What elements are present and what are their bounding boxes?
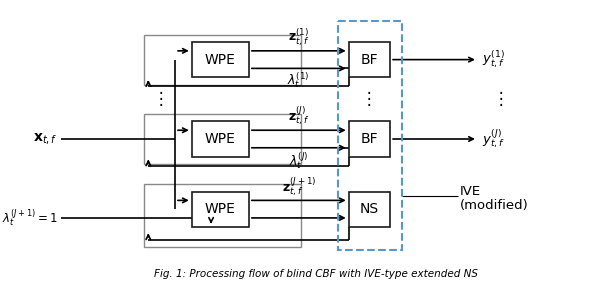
Text: ⋮: ⋮ — [493, 90, 509, 108]
Bar — [349, 191, 390, 227]
Text: IVE: IVE — [460, 185, 480, 198]
Text: ⋮: ⋮ — [153, 90, 169, 108]
Text: (modified): (modified) — [460, 199, 528, 212]
Text: NS: NS — [360, 202, 379, 216]
Text: WPE: WPE — [205, 53, 236, 67]
Text: WPE: WPE — [205, 132, 236, 146]
Text: $\mathbf{x}_{t,f}$: $\mathbf{x}_{t,f}$ — [33, 131, 58, 146]
Text: Fig. 1: Processing flow of blind CBF with IVE-type extended NS: Fig. 1: Processing flow of blind CBF wit… — [155, 269, 478, 279]
Text: BF: BF — [360, 53, 378, 67]
Text: $y_{t,f}^{(J)}$: $y_{t,f}^{(J)}$ — [483, 127, 506, 150]
Bar — [192, 191, 249, 227]
Text: $\lambda_t^{(J+1)} = 1$: $\lambda_t^{(J+1)} = 1$ — [2, 207, 58, 228]
Text: $\mathbf{z}_{t,f}^{(J+1)}$: $\mathbf{z}_{t,f}^{(J+1)}$ — [281, 175, 316, 198]
Text: $\mathbf{z}_{t,f}^{(1)}$: $\mathbf{z}_{t,f}^{(1)}$ — [288, 27, 310, 48]
Text: WPE: WPE — [205, 202, 236, 216]
Text: ⋮: ⋮ — [361, 90, 378, 108]
Text: $y_{t,f}^{(1)}$: $y_{t,f}^{(1)}$ — [483, 49, 506, 70]
Text: $\mathbf{z}_{t,f}^{(J)}$: $\mathbf{z}_{t,f}^{(J)}$ — [288, 104, 310, 127]
Bar — [349, 42, 390, 77]
Bar — [337, 21, 402, 250]
Bar — [349, 121, 390, 156]
Bar — [192, 121, 249, 156]
Bar — [192, 42, 249, 77]
Bar — [144, 184, 301, 247]
Text: BF: BF — [360, 132, 378, 146]
Bar — [144, 114, 301, 164]
Text: $\lambda_t^{(J)}$: $\lambda_t^{(J)}$ — [289, 149, 309, 171]
Text: $\lambda_t^{(1)}$: $\lambda_t^{(1)}$ — [287, 70, 310, 90]
Bar — [144, 35, 301, 85]
